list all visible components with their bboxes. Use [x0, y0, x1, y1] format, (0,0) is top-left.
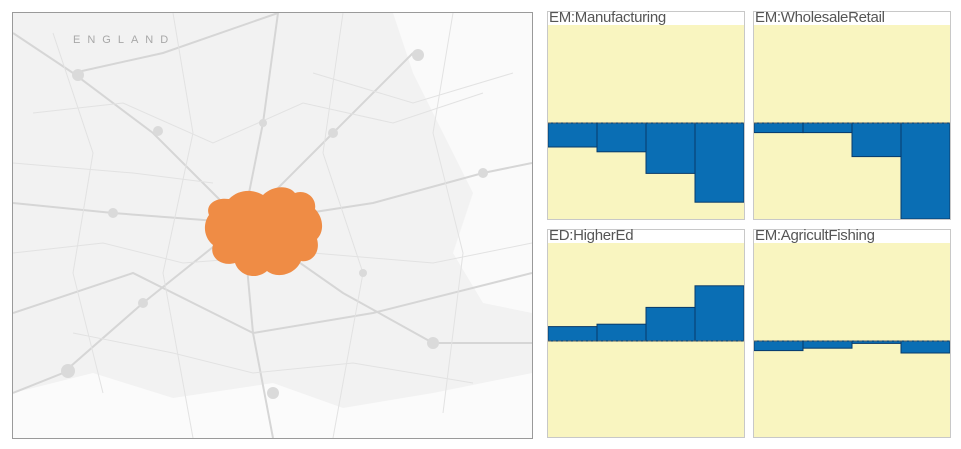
bar: [900, 122, 950, 219]
map-view[interactable]: ENGLAND: [12, 12, 533, 439]
bar: [645, 306, 696, 342]
chart-panel-agricult-fishing: EM:AgricultFishing: [753, 227, 951, 438]
chart-title: ED:HigherEd: [549, 227, 634, 244]
bar: [802, 122, 853, 134]
chart-panel-higher-ed: ED:HigherEd: [547, 227, 745, 438]
bar: [900, 340, 950, 354]
bar: [802, 340, 853, 349]
map-canvas[interactable]: ENGLAND: [13, 13, 532, 438]
chart-panel-manufacturing: EM:Manufacturing: [547, 9, 745, 220]
bar-chart: [548, 25, 744, 219]
bar: [596, 122, 647, 153]
bar-chart: [754, 25, 950, 219]
chart-title: EM:Manufacturing: [549, 9, 666, 26]
bar: [694, 122, 744, 203]
bar: [596, 323, 647, 342]
chart-title: EM:WholesaleRetail: [755, 9, 885, 26]
country-label: ENGLAND: [73, 34, 175, 46]
bar: [548, 122, 598, 148]
bar: [694, 285, 744, 342]
bar: [754, 340, 804, 352]
bar-chart: [754, 243, 950, 437]
bar: [645, 122, 696, 174]
bar-chart: [548, 243, 744, 437]
bar: [851, 122, 902, 158]
bar: [754, 122, 804, 134]
chart-panel-wholesale-retail: EM:WholesaleRetail: [753, 9, 951, 220]
chart-background: [754, 243, 950, 437]
selected-region: [204, 187, 323, 277]
chart-title: EM:AgricultFishing: [755, 227, 875, 244]
bar: [548, 326, 598, 342]
